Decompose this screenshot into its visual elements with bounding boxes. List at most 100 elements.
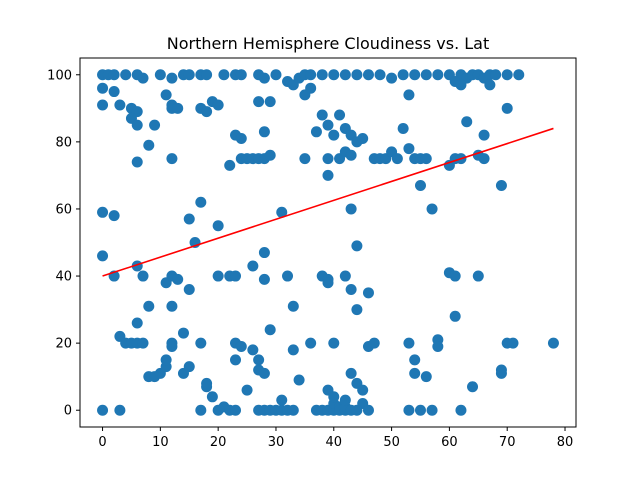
- data-point: [339, 270, 351, 282]
- data-point: [403, 143, 415, 155]
- data-point: [368, 337, 380, 349]
- data-point: [513, 69, 525, 81]
- data-point: [131, 317, 143, 329]
- data-point: [172, 102, 184, 114]
- data-point: [108, 210, 120, 222]
- data-point: [97, 206, 109, 218]
- data-point: [414, 404, 426, 416]
- data-point: [172, 273, 184, 285]
- data-point: [264, 96, 276, 108]
- data-point: [322, 169, 334, 181]
- data-point: [137, 270, 149, 282]
- data-point: [131, 156, 143, 168]
- data-point: [409, 354, 421, 366]
- data-point: [432, 340, 444, 352]
- data-point: [195, 404, 207, 416]
- data-point: [507, 337, 519, 349]
- data-point: [426, 404, 438, 416]
- data-point: [339, 394, 351, 406]
- data-point: [137, 72, 149, 84]
- data-point: [351, 304, 363, 316]
- y-tick-label: 0: [64, 404, 72, 419]
- data-point: [97, 99, 109, 111]
- data-point: [241, 384, 253, 396]
- data-point: [420, 69, 432, 81]
- data-point: [310, 126, 322, 138]
- data-point: [258, 126, 270, 138]
- data-point: [299, 153, 311, 165]
- data-point: [258, 247, 270, 259]
- data-point: [357, 133, 369, 145]
- data-point: [114, 99, 126, 111]
- regression-line: [102, 127, 554, 277]
- data-point: [276, 394, 288, 406]
- x-tick-label: 80: [557, 435, 574, 450]
- y-tick-label: 80: [55, 135, 72, 150]
- data-point: [183, 69, 195, 81]
- y-axis: 0 20 40 60 80 100: [47, 68, 80, 419]
- data-point: [160, 89, 172, 101]
- data-point: [455, 79, 467, 91]
- data-point: [235, 69, 247, 81]
- data-point: [461, 116, 473, 128]
- data-point: [137, 337, 149, 349]
- plot-frame: [79, 57, 577, 428]
- data-point: [166, 72, 178, 84]
- data-point: [131, 119, 143, 131]
- chart-title: Northern Hemisphere Cloudiness vs. Lat: [167, 34, 490, 53]
- data-point: [282, 270, 294, 282]
- y-tick-label: 60: [55, 202, 72, 217]
- data-point: [490, 69, 502, 81]
- data-point: [264, 149, 276, 161]
- x-tick-label: 50: [383, 435, 400, 450]
- data-point: [351, 240, 363, 252]
- data-point: [212, 99, 224, 111]
- data-point: [276, 206, 288, 218]
- data-point: [195, 337, 207, 349]
- data-point: [247, 260, 259, 272]
- data-point: [258, 72, 270, 84]
- data-point: [547, 337, 559, 349]
- data-point: [97, 250, 109, 262]
- data-point: [114, 404, 126, 416]
- data-point: [495, 179, 507, 191]
- data-point: [397, 69, 409, 81]
- points-layer: [97, 69, 559, 416]
- data-point: [409, 367, 421, 379]
- data-point: [322, 119, 334, 131]
- data-point: [386, 72, 398, 84]
- data-point: [501, 69, 513, 81]
- data-point: [449, 310, 461, 322]
- data-point: [120, 69, 132, 81]
- data-point: [258, 367, 270, 379]
- data-point: [362, 287, 374, 299]
- data-point: [97, 404, 109, 416]
- data-point: [316, 109, 328, 121]
- data-point: [322, 153, 334, 165]
- x-tick-label: 20: [210, 435, 227, 450]
- x-tick-label: 10: [152, 435, 169, 450]
- data-point: [420, 371, 432, 383]
- data-point: [305, 337, 317, 349]
- data-point: [455, 404, 467, 416]
- data-point: [160, 354, 172, 366]
- data-point: [409, 69, 421, 81]
- data-point: [478, 129, 490, 141]
- data-point: [201, 69, 213, 81]
- data-point: [195, 196, 207, 208]
- data-point: [166, 153, 178, 165]
- data-point: [143, 139, 155, 151]
- data-point: [183, 283, 195, 295]
- data-point: [328, 69, 340, 81]
- y-tick-label: 20: [55, 337, 72, 352]
- y-tick-label: 40: [55, 270, 72, 285]
- data-point: [218, 69, 230, 81]
- data-point: [212, 270, 224, 282]
- data-point: [449, 270, 461, 282]
- data-point: [362, 69, 374, 81]
- data-point: [287, 344, 299, 356]
- data-point: [397, 122, 409, 134]
- data-point: [149, 119, 161, 131]
- data-point: [177, 327, 189, 339]
